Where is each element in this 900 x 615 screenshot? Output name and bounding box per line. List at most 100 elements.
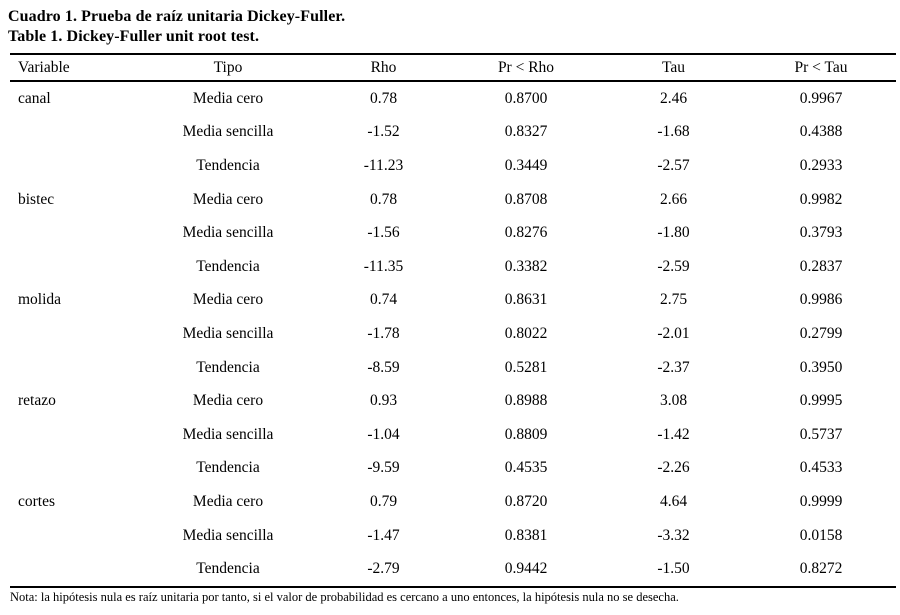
value-cell: 0.8708 (504, 190, 548, 208)
value-cell: Media sencilla (182, 425, 274, 443)
value-cell: 0.3382 (504, 257, 548, 275)
value-cell: 0.4535 (504, 459, 548, 477)
value-cell: 0.3950 (799, 358, 843, 376)
value-cell: -2.26 (657, 459, 690, 477)
value-cell: Media cero (192, 392, 264, 410)
variable-cell: retazo (18, 392, 56, 410)
value-cell: 0.78 (369, 190, 398, 208)
variable-cell: bistec (18, 190, 55, 208)
table-row: Tendencia -11.23 0.3449 -2.57 0.2933 (10, 149, 896, 183)
value-cell: -1.42 (657, 425, 690, 443)
value-cell: -1.52 (367, 123, 400, 141)
value-cell: 0.9999 (799, 492, 843, 510)
value-cell: -1.68 (657, 123, 690, 141)
value-cell: 2.66 (659, 190, 688, 208)
value-cell: 0.78 (369, 89, 398, 107)
value-cell: -1.56 (367, 224, 400, 242)
value-cell: -11.23 (363, 157, 404, 175)
value-cell: 0.5737 (799, 425, 843, 443)
value-cell: Tendencia (196, 257, 260, 275)
value-cell: 0.8022 (504, 324, 548, 342)
table-row: Tendencia -9.59 0.4535 -2.26 0.4533 (10, 452, 896, 486)
variable-cell (10, 149, 140, 183)
variable-cell (10, 519, 140, 553)
value-cell: -2.79 (367, 560, 400, 578)
value-cell: Media cero (192, 89, 264, 107)
value-cell: 0.9995 (799, 392, 843, 410)
value-cell: 0.4533 (799, 459, 843, 477)
table-row: Tendencia -8.59 0.5281 -2.37 0.3950 (10, 351, 896, 385)
value-cell: -8.59 (367, 358, 400, 376)
value-cell: 0.2799 (799, 324, 843, 342)
table-footnote: Nota: la hipótesis nula es raíz unitaria… (10, 589, 679, 604)
table-row: Media sencilla -1.52 0.8327 -1.68 0.4388 (10, 116, 896, 150)
value-cell: -3.32 (657, 526, 690, 544)
dickey-fuller-table: Variable Tipo Rho Pr < Rho Tau Pr < Tau … (10, 53, 896, 588)
variable-cell: cortes (18, 492, 56, 510)
value-cell: -1.47 (367, 526, 400, 544)
value-cell: -1.04 (367, 425, 400, 443)
value-cell: -2.01 (657, 324, 690, 342)
variable-cell (10, 452, 140, 486)
value-cell: 0.9982 (799, 190, 843, 208)
column-header-pr-rho: Pr < Rho (497, 59, 555, 77)
value-cell: 0.74 (369, 291, 398, 309)
value-cell: 0.2933 (799, 157, 843, 175)
column-header-tipo: Tipo (213, 59, 243, 77)
value-cell: Tendencia (196, 157, 260, 175)
table-row: Media sencilla -1.47 0.8381 -3.32 0.0158 (10, 519, 896, 553)
table-row: Tendencia -11.35 0.3382 -2.59 0.2837 (10, 250, 896, 284)
value-cell: 0.8276 (504, 224, 548, 242)
value-cell: 0.8700 (504, 89, 548, 107)
table-body: canal Media cero 0.78 0.8700 2.46 0.9967 Media… (10, 81, 896, 587)
value-cell: 3.08 (659, 392, 688, 410)
value-cell: Media sencilla (182, 324, 274, 342)
value-cell: 0.3449 (504, 157, 548, 175)
table-row: Media sencilla -1.78 0.8022 -2.01 0.2799 (10, 317, 896, 351)
value-cell: Tendencia (196, 358, 260, 376)
table-row: cortes Media cero 0.79 0.8720 4.64 0.9999 (10, 485, 896, 519)
variable-cell (10, 250, 140, 284)
column-header-tau: Tau (661, 59, 685, 77)
table-row: molida Media cero 0.74 0.8631 2.75 0.9986 (10, 284, 896, 318)
variable-cell: molida (18, 291, 62, 309)
value-cell: 0.93 (369, 392, 398, 410)
value-cell: 0.8988 (504, 392, 548, 410)
value-cell: 0.8272 (799, 560, 843, 578)
variable-cell (10, 317, 140, 351)
column-header-variable: Variable (18, 59, 70, 77)
table-row: retazo Media cero 0.93 0.8988 3.08 0.9995 (10, 384, 896, 418)
value-cell: 0.3793 (799, 224, 843, 242)
table-row: canal Media cero 0.78 0.8700 2.46 0.9967 (10, 81, 896, 116)
variable-cell (10, 216, 140, 250)
value-cell: -11.35 (363, 257, 404, 275)
table-row: Tendencia -2.79 0.9442 -1.50 0.8272 (10, 552, 896, 587)
value-cell: 4.64 (659, 492, 688, 510)
value-cell: 0.9442 (504, 560, 548, 578)
table-caption-spanish: Cuadro 1. Prueba de raíz unitaria Dickey… (8, 8, 346, 25)
variable-cell (10, 418, 140, 452)
value-cell: 0.4388 (799, 123, 843, 141)
value-cell: -9.59 (367, 459, 400, 477)
value-cell: -1.80 (657, 224, 690, 242)
table-header: Variable Tipo Rho Pr < Rho Tau Pr < Tau (10, 54, 896, 82)
header-row: Variable Tipo Rho Pr < Rho Tau Pr < Tau (10, 54, 896, 82)
value-cell: 0.9967 (799, 89, 843, 107)
value-cell: 0.8381 (504, 526, 548, 544)
value-cell: -2.57 (657, 157, 690, 175)
variable-cell (10, 116, 140, 150)
table-row: bistec Media cero 0.78 0.8708 2.66 0.9982 (10, 183, 896, 217)
value-cell: 0.5281 (504, 358, 548, 376)
value-cell: 0.2837 (799, 257, 843, 275)
value-cell: 0.0158 (799, 526, 843, 544)
value-cell: 0.79 (369, 492, 398, 510)
value-cell: Media cero (192, 190, 264, 208)
variable-cell (10, 552, 140, 587)
value-cell: 0.8631 (504, 291, 548, 309)
value-cell: -1.78 (367, 324, 400, 342)
value-cell: 2.75 (659, 291, 688, 309)
column-header-pr-tau: Pr < Tau (794, 59, 848, 77)
value-cell: 0.9986 (799, 291, 843, 309)
value-cell: 0.8327 (504, 123, 548, 141)
